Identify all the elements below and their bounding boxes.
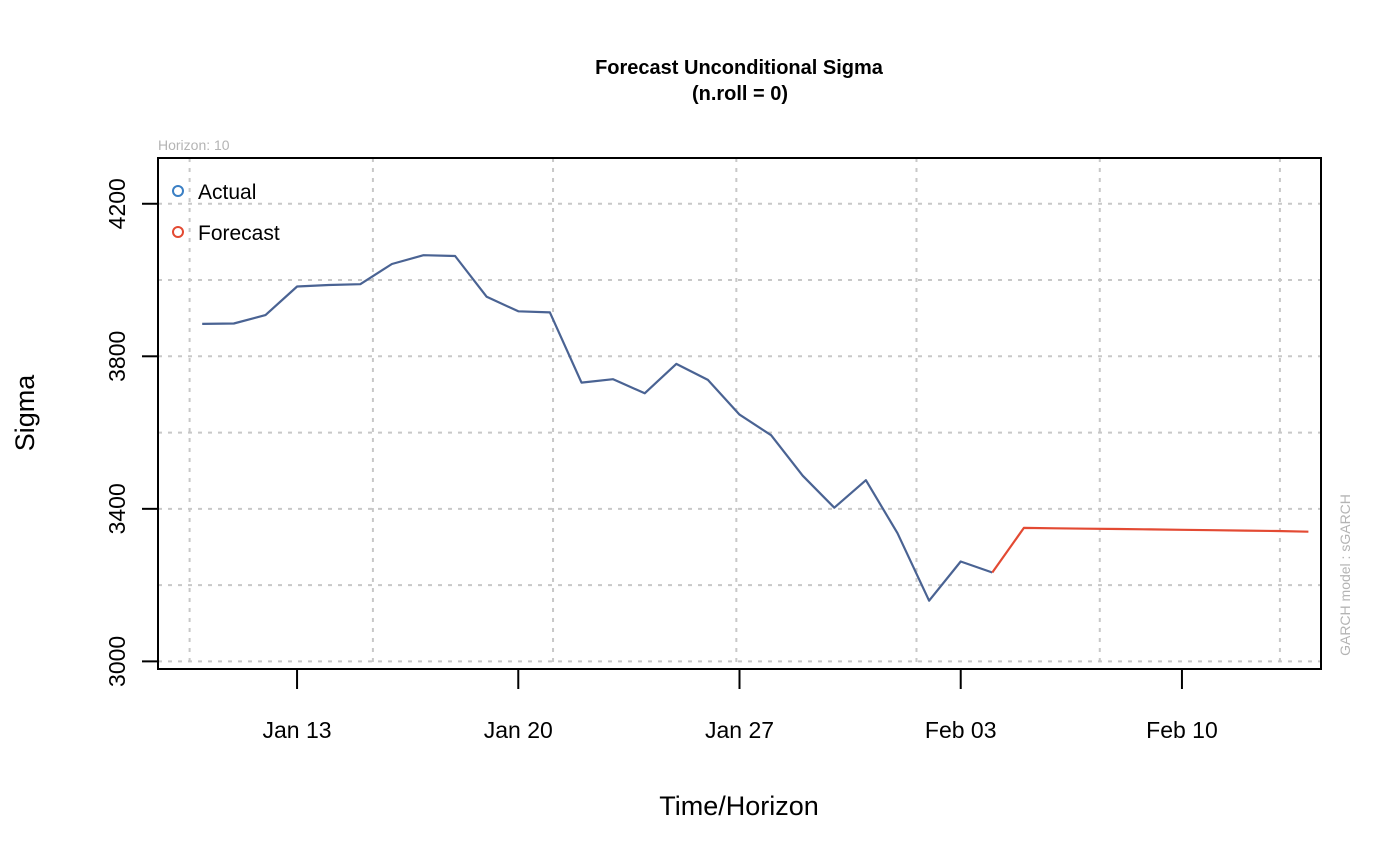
series-line-forecast bbox=[991, 526, 1309, 574]
y-tick-label: 3800 bbox=[104, 331, 130, 382]
x-tick-label: Jan 20 bbox=[484, 717, 553, 743]
series-lines bbox=[202, 254, 1309, 602]
legend-marker-forecast bbox=[172, 226, 184, 238]
y-tick-label: 3400 bbox=[104, 483, 130, 534]
x-axis-title: Time/Horizon bbox=[659, 791, 819, 821]
series-line-actual bbox=[202, 254, 993, 602]
chart-title: Forecast Unconditional Sigma bbox=[595, 57, 884, 79]
chart-subtitle: (n.roll = 0) bbox=[692, 83, 788, 105]
legend-label-actual: Actual bbox=[198, 181, 256, 204]
x-tick-label: Feb 03 bbox=[925, 717, 997, 743]
model-label: GARCH model : sGARCH bbox=[1337, 494, 1353, 656]
y-tick-label: 4200 bbox=[104, 178, 130, 229]
x-axis: Jan 13 Jan 20 Jan 27 Feb 03 Feb 10 bbox=[263, 668, 1218, 743]
y-tick-label: 3000 bbox=[104, 636, 130, 687]
y-axis-title: Sigma bbox=[10, 374, 40, 452]
legend-marker-actual bbox=[172, 185, 184, 197]
grid-lines bbox=[158, 158, 1321, 669]
x-tick-label: Jan 27 bbox=[705, 717, 774, 743]
legend: Actual Forecast bbox=[172, 181, 280, 245]
x-tick-label: Jan 13 bbox=[263, 717, 332, 743]
horizon-label: Horizon: 10 bbox=[158, 137, 230, 153]
x-tick-label: Feb 10 bbox=[1146, 717, 1218, 743]
legend-label-forecast: Forecast bbox=[198, 222, 280, 245]
y-axis: 3000 3400 3800 4200 bbox=[104, 178, 159, 687]
